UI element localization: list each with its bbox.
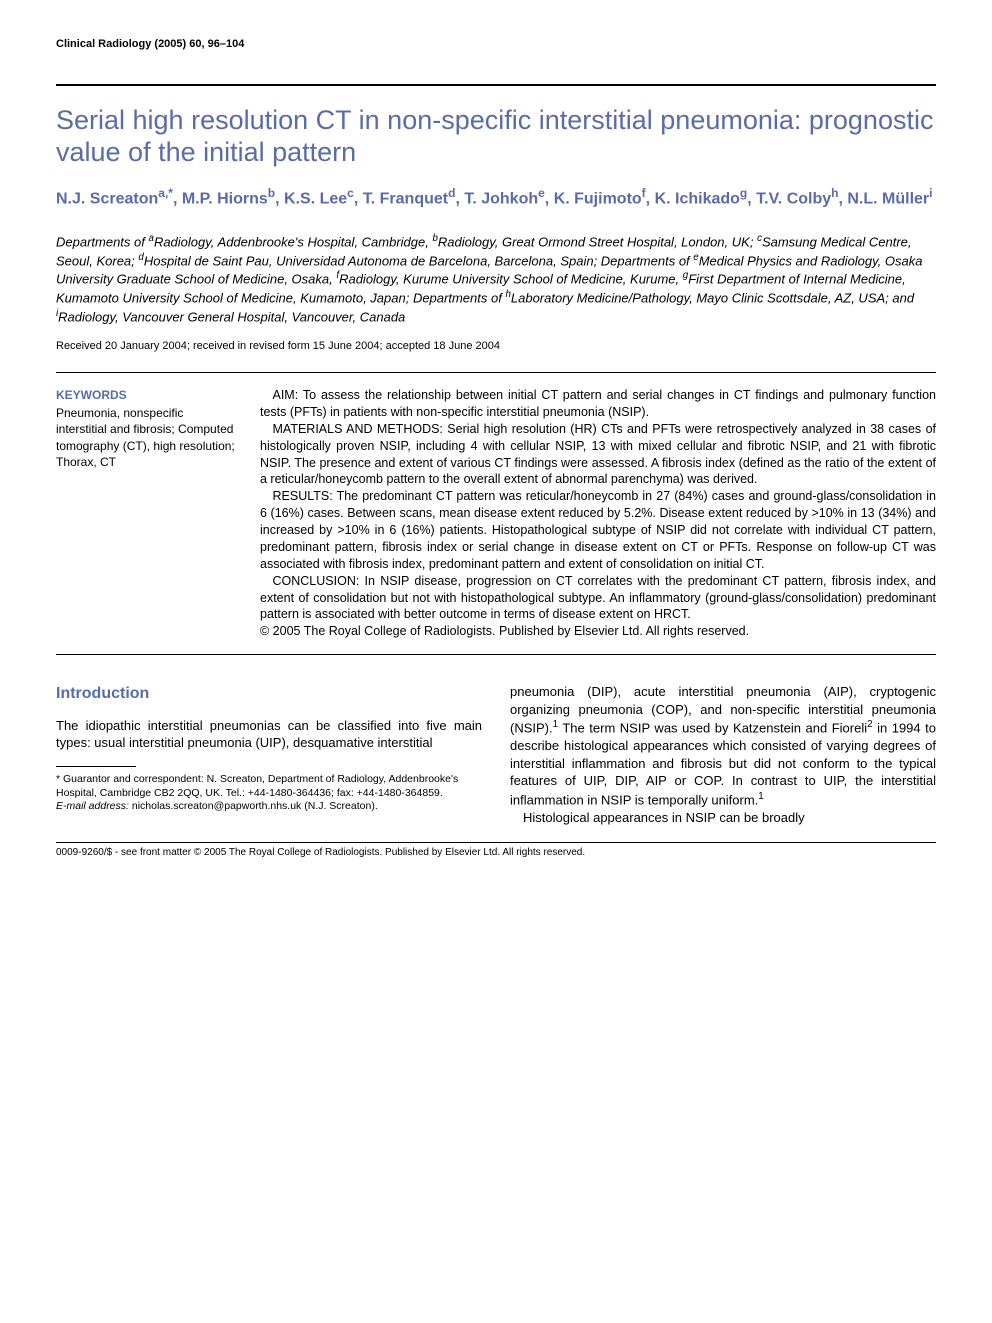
affiliations: Departments of aRadiology, Addenbrooke's… [56, 232, 936, 326]
journal-header: Clinical Radiology (2005) 60, 96–104 [56, 38, 936, 50]
abstract-aim: AIM: To assess the relationship between … [260, 387, 936, 421]
abstract-block: KEYWORDS Pneumonia, nonspecific intersti… [56, 387, 936, 640]
correspondent-footnote: * Guarantor and correspondent: N. Screat… [56, 773, 482, 800]
abstract-text: AIM: To assess the relationship between … [260, 387, 936, 640]
abstract-conclusion: CONCLUSION: In NSIP disease, progression… [260, 573, 936, 624]
email-footnote: E-mail address: nicholas.screaton@papwor… [56, 800, 482, 814]
article-title: Serial high resolution CT in non-specifi… [56, 104, 936, 169]
keywords-box: KEYWORDS Pneumonia, nonspecific intersti… [56, 387, 236, 640]
page-footer: 0009-9260/$ - see front matter © 2005 Th… [56, 847, 936, 858]
introduction-heading: Introduction [56, 683, 482, 705]
abstract-copyright: © 2005 The Royal College of Radiologists… [260, 623, 936, 640]
rule-mid-1 [56, 372, 936, 373]
intro-p1: The idiopathic interstitial pneumonias c… [56, 717, 482, 752]
rule-mid-2 [56, 654, 936, 655]
keywords-text: Pneumonia, nonspecific interstitial and … [56, 405, 236, 470]
email-value: nicholas.screaton@papworth.nhs.uk (N.J. … [132, 800, 378, 812]
intro-p3: Histological appearances in NSIP can be … [510, 809, 936, 827]
rule-top [56, 84, 936, 86]
intro-p2: pneumonia (DIP), acute interstitial pneu… [510, 683, 936, 808]
article-dates: Received 20 January 2004; received in re… [56, 340, 936, 352]
abstract-results: RESULTS: The predominant CT pattern was … [260, 488, 936, 572]
abstract-methods: MATERIALS AND METHODS: Serial high resol… [260, 421, 936, 489]
body-columns: Introduction The idiopathic interstitial… [56, 683, 936, 826]
footnote-rule [56, 766, 136, 767]
rule-footer [56, 842, 936, 843]
keywords-heading: KEYWORDS [56, 387, 236, 403]
email-label: E-mail address: [56, 800, 129, 812]
author-list: N.J. Screatona,*, M.P. Hiornsb, K.S. Lee… [56, 185, 936, 210]
